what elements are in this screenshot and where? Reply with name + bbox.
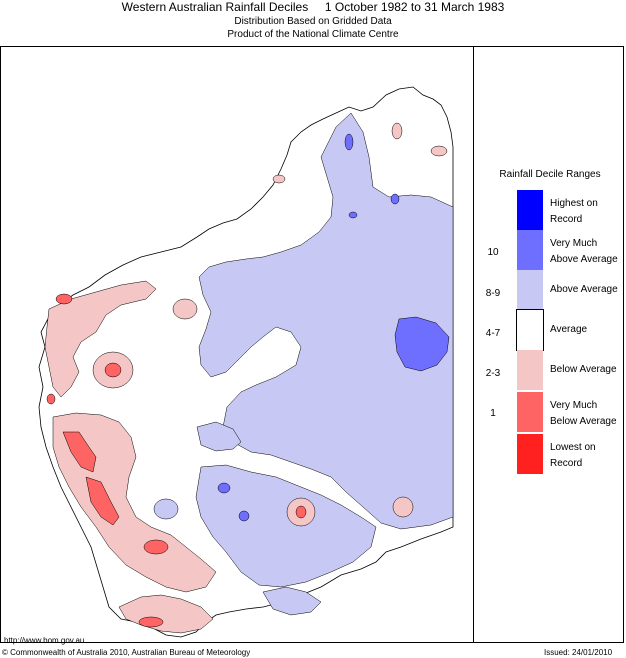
legend-range-8-9: 8-9 (485, 288, 501, 299)
below-average-patch-south-east (392, 496, 414, 518)
legend-label-average: Average (550, 324, 588, 335)
above-average-central-south (195, 464, 377, 588)
legend-range-4-7: 4-7 (485, 328, 501, 339)
above-average-patch-west (153, 498, 179, 520)
map-title: Western Australian Rainfall Deciles 1 Oc… (121, 0, 505, 14)
legend-swatch-very-much-below (517, 392, 543, 432)
legend-title: Rainfall Decile Ranges (499, 169, 601, 180)
legend-range-10: 10 (487, 247, 499, 258)
legend-label-lowest: Lowest on Record (550, 442, 596, 469)
legend-label-highest: Highest on Record (550, 198, 598, 225)
legend-swatch-lowest (517, 434, 543, 474)
above-average-south-strip (262, 586, 322, 616)
legend-swatch-average (516, 309, 544, 351)
footer-url: http://www.bom.gov.au (4, 636, 85, 645)
below-average-patch-north-east (391, 122, 403, 140)
below-average-patch-north (272, 174, 286, 184)
below-average-patch-central (172, 298, 198, 320)
legend-range-1: 1 (490, 408, 496, 419)
very-much-below-average-patch-3 (143, 539, 169, 555)
footer-issued: Issued: 24/01/2010 (544, 648, 613, 657)
very-much-above-average-south-1 (217, 482, 231, 494)
very-much-below-average-patch-5 (138, 616, 164, 628)
legend-swatch-highest (517, 190, 543, 230)
legend-swatch-above (517, 270, 543, 310)
map-product-line: Product of the National Climate Centre (227, 29, 399, 40)
above-average-north-east (198, 112, 454, 530)
very-much-below-average-patch-1 (55, 293, 73, 305)
map-subtitle: Distribution Based on Gridded Data (234, 16, 392, 27)
very-much-above-average-small-1 (348, 211, 358, 219)
legend-range-2-3: 2-3 (485, 368, 501, 379)
very-much-above-average-east (394, 316, 450, 372)
very-much-below-average-patch-4 (295, 505, 307, 519)
legend-label-very-much-below: Very Much Below Average (550, 400, 617, 427)
legend-swatch-very-much-above (517, 230, 543, 270)
very-much-above-average-north (344, 133, 354, 151)
above-average-mid-west (196, 421, 242, 452)
very-much-above-average-small-2 (390, 193, 400, 205)
legend-divider (473, 46, 474, 643)
very-much-below-average-coast (85, 476, 120, 526)
very-much-above-average-south-2 (238, 510, 250, 522)
below-average-patch-kimberley (430, 145, 448, 157)
legend-label-above: Above Average (550, 284, 618, 295)
below-average-west-coast (44, 280, 157, 398)
legend-label-very-much-above: Very Much Above Average (550, 238, 618, 265)
rainfall-decile-map (38, 86, 454, 638)
map-frame (0, 46, 624, 643)
footer-copyright: © Commonwealth of Australia 2010, Austra… (2, 648, 251, 657)
legend-label-below: Below Average (550, 364, 617, 375)
legend-swatch-below (517, 350, 543, 390)
very-much-below-average-patch-2 (104, 362, 122, 378)
very-much-below-average-south-west (62, 431, 97, 473)
very-much-below-average-patch-6 (46, 393, 56, 405)
